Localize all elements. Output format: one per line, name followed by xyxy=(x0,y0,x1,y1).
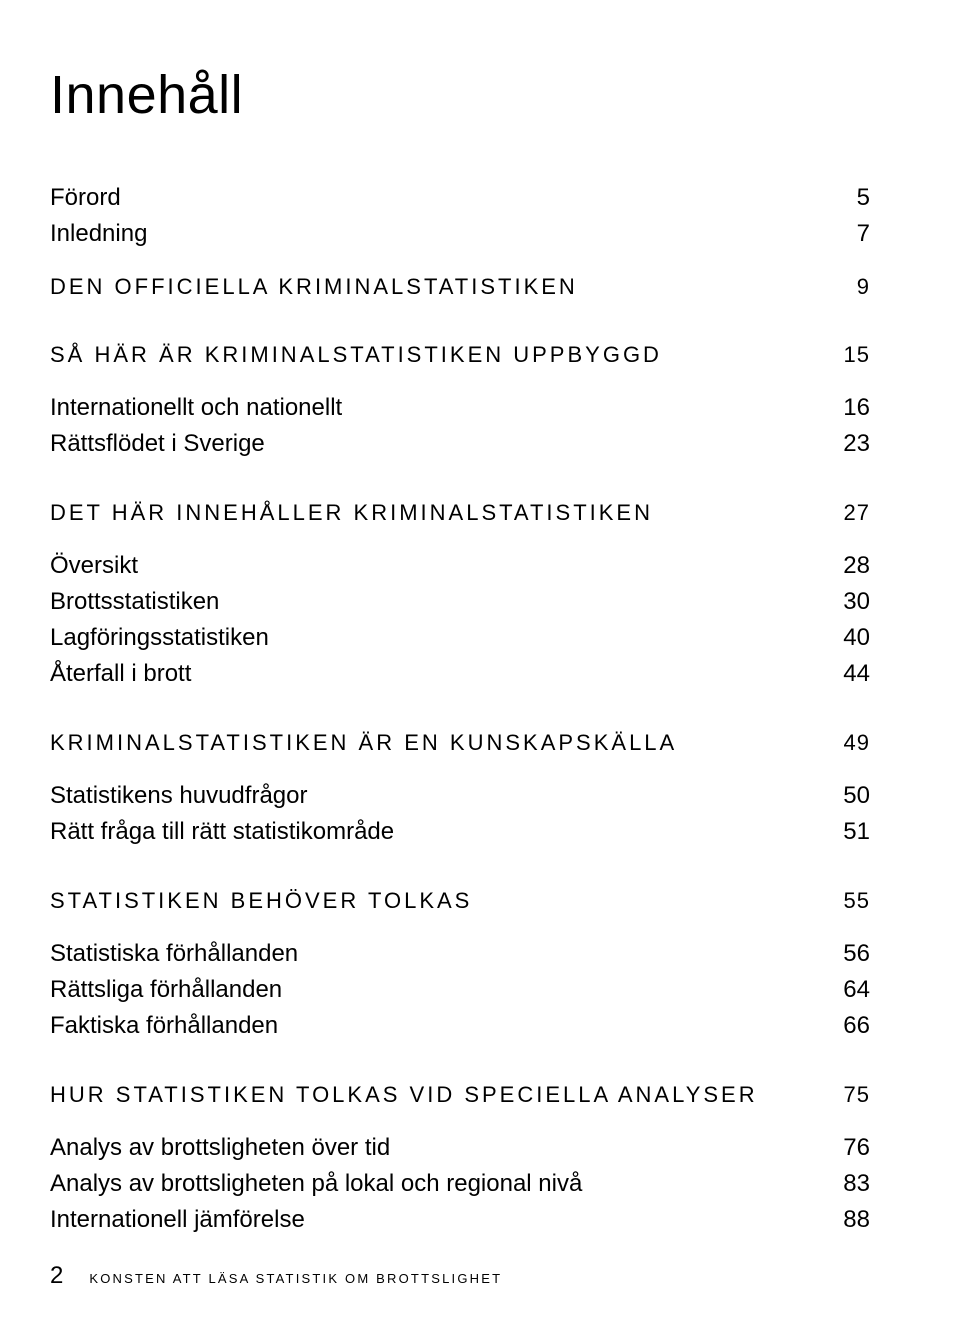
toc-page-number: 27 xyxy=(810,500,870,526)
toc-page-number: 5 xyxy=(810,184,870,212)
toc-section-row: Kriminalstatistiken är en kunskapskälla 4… xyxy=(50,730,870,756)
toc-label: Analys av brottsligheten över tid xyxy=(50,1134,390,1162)
toc-label: Det här innehåller kriminalstatistiken xyxy=(50,500,653,526)
toc-row: Internationellt och nationellt 16 xyxy=(50,394,870,422)
toc-page-number: 88 xyxy=(810,1206,870,1234)
toc-label: Rättsflödet i Sverige xyxy=(50,430,265,458)
page-footer: 2 konsten att läsa statistik om brottsli… xyxy=(50,1262,502,1290)
toc-row: Brottsstatistiken 30 xyxy=(50,588,870,616)
toc-label: Statistikens huvudfrågor xyxy=(50,782,307,810)
toc-page-number: 23 xyxy=(810,430,870,458)
toc-label: Internationellt och nationellt xyxy=(50,394,342,422)
toc-label: Lagföringsstatistiken xyxy=(50,624,269,652)
toc-page-number: 7 xyxy=(810,220,870,248)
toc-label: Inledning xyxy=(50,220,147,248)
toc-page-number: 55 xyxy=(810,888,870,914)
toc-label: Den officiella kriminalstatistiken xyxy=(50,274,578,300)
toc-entries: Förord 5 Inledning 7 Den officiella kriminal… xyxy=(50,184,870,1234)
toc-page-number: 64 xyxy=(810,976,870,1004)
toc-page-number: 75 xyxy=(810,1082,870,1108)
toc-page-number: 15 xyxy=(810,342,870,368)
toc-label: Brottsstatistiken xyxy=(50,588,219,616)
toc-page-number: 30 xyxy=(810,588,870,616)
toc-row: Statistiska förhållanden 56 xyxy=(50,940,870,968)
toc-page-number: 16 xyxy=(810,394,870,422)
toc-row: Analys av brottsligheten på lokal och re… xyxy=(50,1170,870,1198)
toc-label: Analys av brottsligheten på lokal och re… xyxy=(50,1170,582,1198)
toc-page-number: 49 xyxy=(810,730,870,756)
toc-row: Analys av brottsligheten över tid 76 xyxy=(50,1134,870,1162)
toc-row: Återfall i brott 44 xyxy=(50,660,870,688)
toc-page-number: 9 xyxy=(810,274,870,300)
toc-page-number: 51 xyxy=(810,818,870,846)
toc-label: Faktiska förhållanden xyxy=(50,1012,278,1040)
toc-section-row: Statistiken behöver tolkas 55 xyxy=(50,888,870,914)
toc-row: Rättsliga förhållanden 64 xyxy=(50,976,870,1004)
toc-row: Internationell jämförelse 88 xyxy=(50,1206,870,1234)
toc-row: Förord 5 xyxy=(50,184,870,212)
toc-section-row: Den officiella kriminalstatistiken 9 xyxy=(50,274,870,300)
toc-label: Så här är kriminalstatistiken uppbyggd xyxy=(50,342,662,368)
toc-page-number: 40 xyxy=(810,624,870,652)
toc-section-row: Så här är kriminalstatistiken uppbyggd 15 xyxy=(50,342,870,368)
toc-row: Statistikens huvudfrågor 50 xyxy=(50,782,870,810)
toc-row: Lagföringsstatistiken 40 xyxy=(50,624,870,652)
page: Innehåll Förord 5 Inledning 7 Den officiella… xyxy=(0,0,960,1234)
toc-row: Rättsflödet i Sverige 23 xyxy=(50,430,870,458)
toc-label: Förord xyxy=(50,184,121,212)
toc-page-number: 56 xyxy=(810,940,870,968)
toc-page-number: 50 xyxy=(810,782,870,810)
toc-row: Översikt 28 xyxy=(50,552,870,580)
toc-section-row: Hur statistiken tolkas vid speciella ana… xyxy=(50,1082,870,1108)
toc-row: Faktiska förhållanden 66 xyxy=(50,1012,870,1040)
toc-page-number: 66 xyxy=(810,1012,870,1040)
toc-row: Inledning 7 xyxy=(50,220,870,248)
toc-title: Innehåll xyxy=(50,64,870,126)
toc-label: Rätt fråga till rätt statistikområde xyxy=(50,818,394,846)
footer-running-title: konsten att läsa statistik om brottsligh… xyxy=(89,1271,502,1286)
toc-label: Internationell jämförelse xyxy=(50,1206,305,1234)
toc-section-row: Det här innehåller kriminalstatistiken 27 xyxy=(50,500,870,526)
toc-label: Statistiska förhållanden xyxy=(50,940,298,968)
toc-label: Översikt xyxy=(50,552,138,580)
toc-label: Återfall i brott xyxy=(50,660,191,688)
toc-page-number: 44 xyxy=(810,660,870,688)
footer-page-number: 2 xyxy=(50,1262,63,1290)
toc-label: Kriminalstatistiken är en kunskapskälla xyxy=(50,730,677,756)
toc-page-number: 76 xyxy=(810,1134,870,1162)
toc-label: Rättsliga förhållanden xyxy=(50,976,282,1004)
toc-page-number: 28 xyxy=(810,552,870,580)
toc-label: Statistiken behöver tolkas xyxy=(50,888,472,914)
toc-label: Hur statistiken tolkas vid speciella ana… xyxy=(50,1082,758,1108)
toc-row: Rätt fråga till rätt statistikområde 51 xyxy=(50,818,870,846)
toc-page-number: 83 xyxy=(810,1170,870,1198)
